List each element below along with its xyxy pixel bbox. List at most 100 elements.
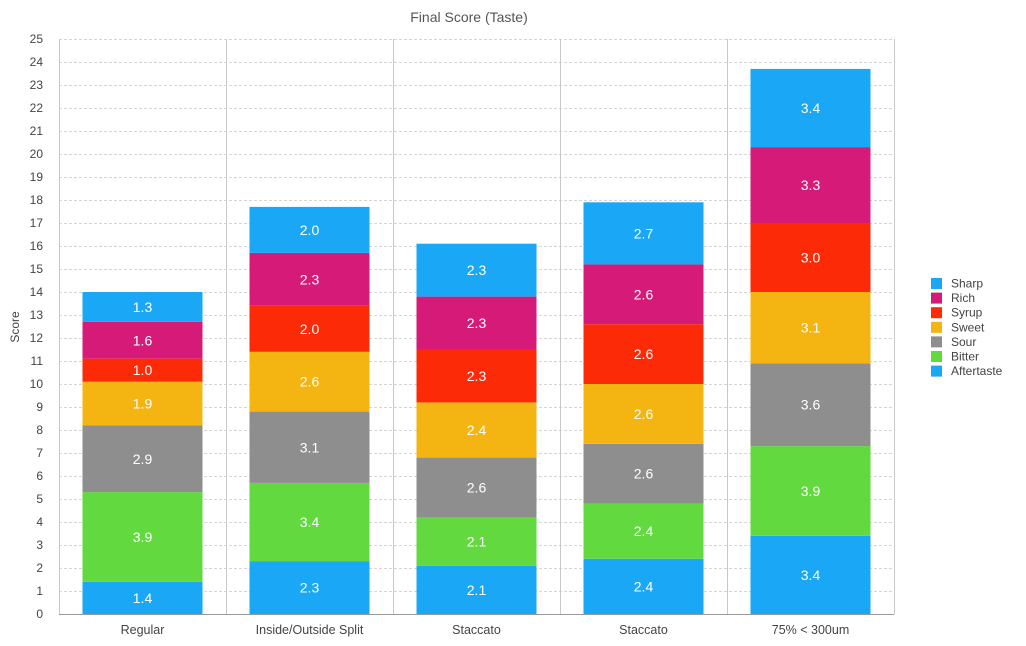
y-tick-label: 2 bbox=[36, 561, 43, 575]
bar-value-label: 2.6 bbox=[634, 406, 654, 422]
bar-value-label: 2.4 bbox=[634, 578, 654, 594]
bar-value-label: 2.6 bbox=[634, 466, 654, 482]
bar-value-label: 2.7 bbox=[634, 225, 654, 241]
y-tick-label: 20 bbox=[30, 147, 44, 161]
bar-value-label: 3.3 bbox=[801, 177, 821, 193]
y-tick-label: 24 bbox=[30, 55, 44, 69]
y-tick-label: 4 bbox=[36, 515, 43, 529]
y-tick-label: 19 bbox=[30, 170, 44, 184]
bar-value-label: 1.3 bbox=[133, 299, 153, 315]
chart-title: Final Score (Taste) bbox=[410, 9, 527, 25]
bar-value-label: 3.9 bbox=[133, 529, 153, 545]
y-tick-label: 14 bbox=[30, 285, 44, 299]
y-tick-label: 22 bbox=[30, 101, 44, 115]
bar-segment-sweet bbox=[82, 381, 203, 426]
legend-swatch bbox=[931, 278, 942, 289]
bar-value-label: 2.4 bbox=[634, 523, 654, 539]
legend-label: Aftertaste bbox=[951, 364, 1003, 378]
bar-value-label: 1.0 bbox=[133, 362, 153, 378]
bar-value-label: 3.4 bbox=[300, 514, 320, 530]
bar-segment-sour bbox=[416, 457, 537, 518]
bar-value-label: 3.6 bbox=[801, 397, 821, 413]
bar-segment-syrup bbox=[82, 358, 203, 382]
legend-swatch bbox=[931, 365, 942, 377]
y-tick-label: 25 bbox=[30, 32, 44, 46]
y-tick-label: 17 bbox=[30, 216, 44, 230]
y-tick-label: 12 bbox=[30, 331, 44, 345]
bar-segment-sweet bbox=[416, 402, 537, 458]
y-tick-label: 0 bbox=[36, 607, 43, 621]
y-tick-label: 11 bbox=[31, 354, 44, 368]
bar-segment-syrup bbox=[583, 324, 704, 384]
bar-segment-sour bbox=[750, 363, 871, 447]
x-category-label: Inside/Outside Split bbox=[256, 623, 364, 637]
y-tick-label: 21 bbox=[30, 124, 44, 138]
y-tick-label: 1 bbox=[36, 584, 43, 598]
bar-segment-sweet bbox=[583, 384, 704, 444]
y-tick-label: 3 bbox=[36, 538, 43, 552]
y-tick-label: 16 bbox=[30, 239, 44, 253]
bar-segment-sour bbox=[82, 425, 203, 493]
bar-value-label: 2.6 bbox=[467, 480, 487, 496]
x-category-label: Staccato bbox=[452, 623, 501, 637]
bar-value-label: 1.9 bbox=[133, 396, 153, 412]
bar-value-label: 2.1 bbox=[467, 582, 487, 598]
bar-segment-sweet bbox=[750, 292, 871, 364]
bar-segment-rich bbox=[249, 252, 370, 306]
x-category-label: 75% < 300um bbox=[772, 623, 849, 637]
bar-value-label: 2.0 bbox=[300, 222, 320, 238]
x-axis-categories: Regular Inside/Outside Split Staccato Stacc… bbox=[121, 623, 850, 637]
y-tick-label: 9 bbox=[36, 400, 43, 414]
bar-segment-aftertaste bbox=[583, 558, 704, 614]
bar-value-label: 2.9 bbox=[133, 451, 153, 467]
bar-segment-rich bbox=[416, 296, 537, 350]
bar-segment-syrup bbox=[416, 349, 537, 403]
bar-segment-rich bbox=[82, 321, 203, 359]
bar-value-label: 3.9 bbox=[801, 483, 821, 499]
bar-value-label: 2.3 bbox=[467, 368, 487, 384]
bar-value-label: 2.4 bbox=[467, 422, 487, 438]
bar-value-label: 2.6 bbox=[300, 374, 320, 390]
bar-value-label: 3.4 bbox=[801, 567, 821, 583]
y-tick-label: 13 bbox=[30, 308, 44, 322]
legend-label: Bitter bbox=[951, 350, 979, 364]
y-tick-label: 18 bbox=[30, 193, 44, 207]
bar-segment-bitter bbox=[82, 492, 203, 582]
legend-label: Rich bbox=[951, 291, 975, 305]
y-tick-label: 23 bbox=[30, 78, 44, 92]
bar-value-label: 2.3 bbox=[300, 271, 320, 287]
y-tick-label: 10 bbox=[30, 377, 44, 391]
bar-segment-sharp bbox=[750, 68, 871, 148]
bar-segment-sweet bbox=[249, 351, 370, 412]
legend-label: Syrup bbox=[951, 306, 983, 320]
bar-segment-rich bbox=[583, 264, 704, 325]
y-tick-label: 8 bbox=[36, 423, 43, 437]
y-tick-label: 6 bbox=[36, 469, 43, 483]
bar-value-label: 1.4 bbox=[133, 590, 153, 606]
bar-value-label: 2.6 bbox=[634, 286, 654, 302]
bar-segment-aftertaste bbox=[416, 565, 537, 614]
y-tick-label: 5 bbox=[36, 492, 43, 506]
bar-segment-sharp bbox=[416, 243, 537, 297]
x-category-label: Staccato bbox=[619, 623, 668, 637]
bar-segment-aftertaste bbox=[82, 581, 203, 614]
legend-label: Sour bbox=[951, 335, 976, 349]
bar-segment-sharp bbox=[583, 202, 704, 265]
bar-segment-sour bbox=[583, 443, 704, 504]
bar-segment-bitter bbox=[416, 517, 537, 566]
bar-segment-syrup bbox=[249, 305, 370, 352]
bar-segment-sour bbox=[249, 411, 370, 483]
y-tick-label: 7 bbox=[36, 446, 43, 460]
bar-value-label: 3.0 bbox=[801, 250, 821, 266]
legend-swatch bbox=[931, 307, 942, 319]
bar-segment-sharp bbox=[249, 206, 370, 253]
bar-segment-aftertaste bbox=[750, 535, 871, 614]
bar-value-label: 3.1 bbox=[801, 320, 821, 336]
bar-value-label: 3.1 bbox=[300, 439, 320, 455]
legend-swatch bbox=[931, 336, 942, 348]
legend-swatch bbox=[931, 351, 942, 362]
bar-value-label: 3.4 bbox=[801, 100, 821, 116]
bar-segment-sharp bbox=[82, 292, 203, 322]
